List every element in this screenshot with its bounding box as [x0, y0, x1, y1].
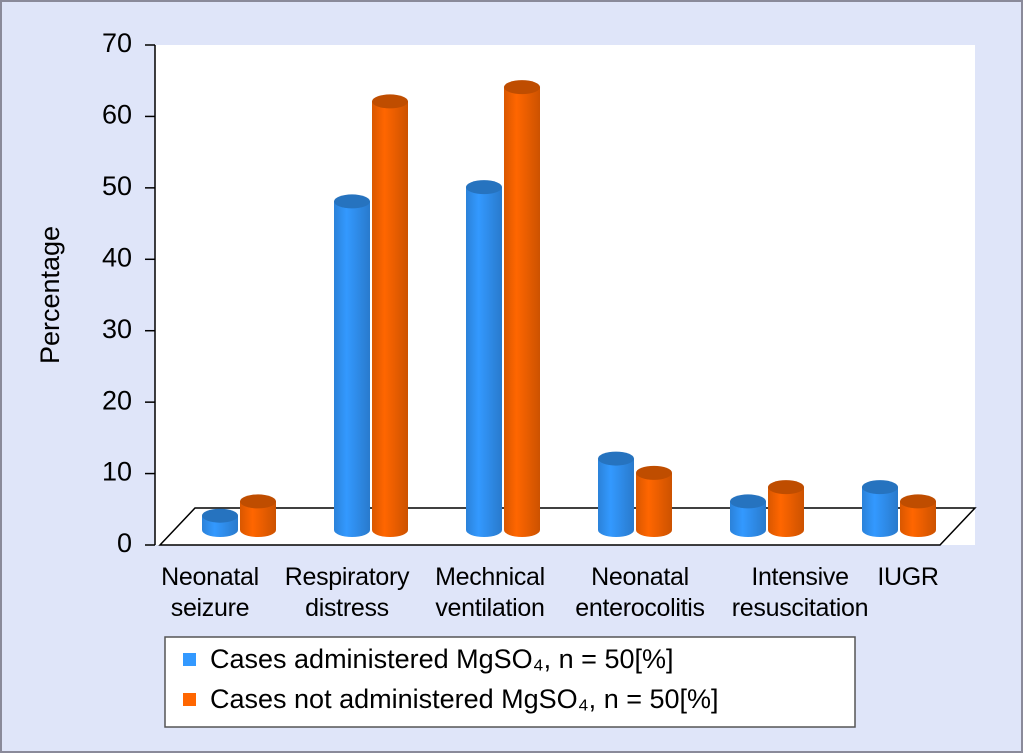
legend-label: Cases administered MgSO₄, n = 50[%] — [210, 644, 673, 674]
bar-top — [372, 94, 408, 109]
x-tick-label: Respiratory distress — [284, 563, 410, 623]
bar-top — [334, 194, 370, 209]
legend-label: Cases not administered MgSO₄, n = 50[%] — [210, 684, 719, 714]
bar — [466, 187, 502, 537]
legend — [164, 636, 856, 728]
bar-top — [862, 480, 898, 495]
legend-swatch — [183, 653, 196, 666]
y-tick-label: 30 — [102, 314, 132, 344]
bar — [240, 501, 276, 537]
bar — [636, 472, 672, 537]
y-axis-title: Percentage — [35, 226, 65, 364]
x-tick-label: Neonatal seizure — [161, 563, 259, 623]
bar-top — [504, 80, 540, 95]
bar-top — [636, 465, 672, 480]
bar-top — [240, 494, 276, 509]
x-tick-label: Mechnical ventilation — [435, 563, 545, 623]
bar — [334, 201, 370, 537]
bar-top — [466, 180, 502, 195]
bar — [372, 101, 408, 537]
bar-top — [202, 508, 238, 523]
floor — [158, 507, 977, 546]
y-tick-label: 50 — [102, 171, 132, 201]
y-tick-label: 40 — [102, 242, 132, 272]
bar-top — [598, 451, 634, 466]
bar-top — [900, 494, 936, 509]
plot-area — [155, 45, 975, 545]
x-tick-label: IUGR — [877, 563, 939, 591]
x-tick-label: Neonatal enterocolitis — [575, 563, 705, 623]
y-tick-label: 60 — [102, 100, 132, 130]
bar — [862, 487, 898, 537]
bar — [730, 501, 766, 537]
bar-top — [768, 480, 804, 495]
bar — [504, 87, 540, 538]
y-tick-label: 0 — [117, 528, 132, 558]
bar — [598, 458, 634, 537]
y-tick-label: 10 — [102, 457, 132, 487]
legend-swatch — [183, 693, 196, 706]
bar — [768, 487, 804, 537]
y-tick-label: 20 — [102, 385, 132, 415]
x-tick-label: Intensive resuscitation — [731, 563, 869, 623]
bar — [900, 501, 936, 537]
y-tick-label: 70 — [102, 28, 132, 58]
bar-top — [730, 494, 766, 509]
